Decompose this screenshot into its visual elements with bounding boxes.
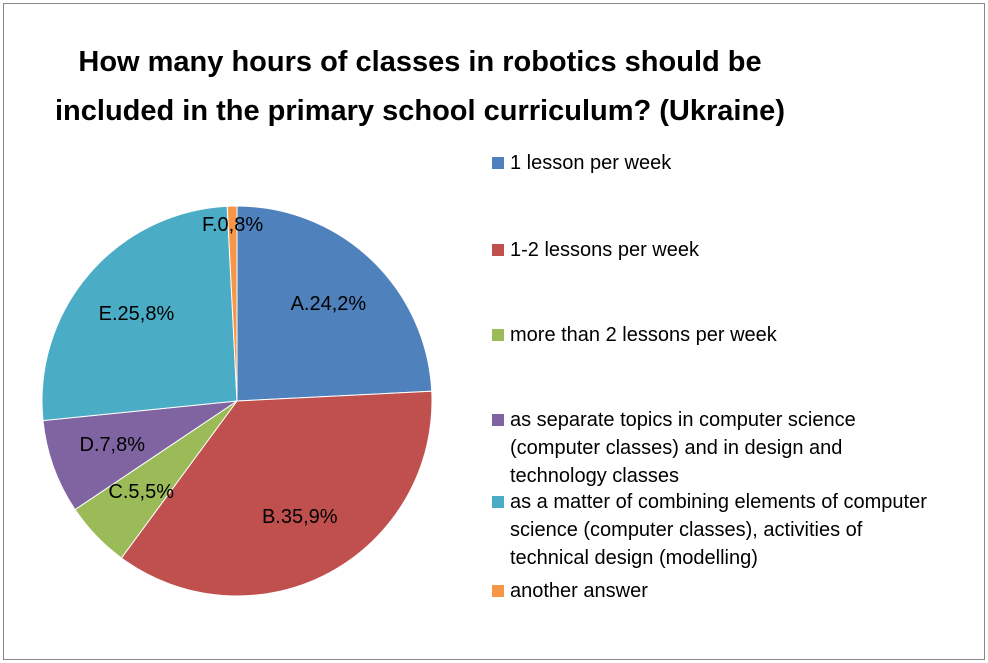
- legend-label: 1-2 lessons per week: [510, 239, 699, 261]
- legend-label: 1 lesson per week: [510, 152, 672, 174]
- pie-slice: [226, 205, 238, 402]
- chart-title: How many hours of classes in robotics sh…: [55, 46, 785, 127]
- data-label: E.25,8%: [99, 303, 175, 325]
- data-label: F.0,8%: [202, 214, 263, 236]
- data-label: A.24,2%: [291, 293, 367, 315]
- legend-swatch: [492, 414, 504, 426]
- pie-slice: [236, 205, 433, 402]
- legend-swatch: [492, 329, 504, 341]
- legend-swatch: [492, 244, 504, 256]
- pie-slice: [42, 400, 238, 511]
- legend-label: as a matter of combining elements of com…: [510, 491, 927, 569]
- pie-slice: [41, 205, 238, 422]
- data-label: B.35,9%: [262, 506, 338, 528]
- legend-swatch: [492, 157, 504, 169]
- pie-slice: [120, 390, 433, 597]
- legend-label: as separate topics in computer science (…: [510, 409, 856, 487]
- legend-label: another answer: [510, 580, 648, 602]
- data-label: D.7,8%: [79, 434, 145, 456]
- chart-frame: [3, 3, 985, 660]
- legend-swatch: [492, 585, 504, 597]
- legend-swatch: [492, 496, 504, 508]
- legend-label: more than 2 lessons per week: [510, 324, 777, 346]
- data-label: C.5,5%: [108, 481, 174, 503]
